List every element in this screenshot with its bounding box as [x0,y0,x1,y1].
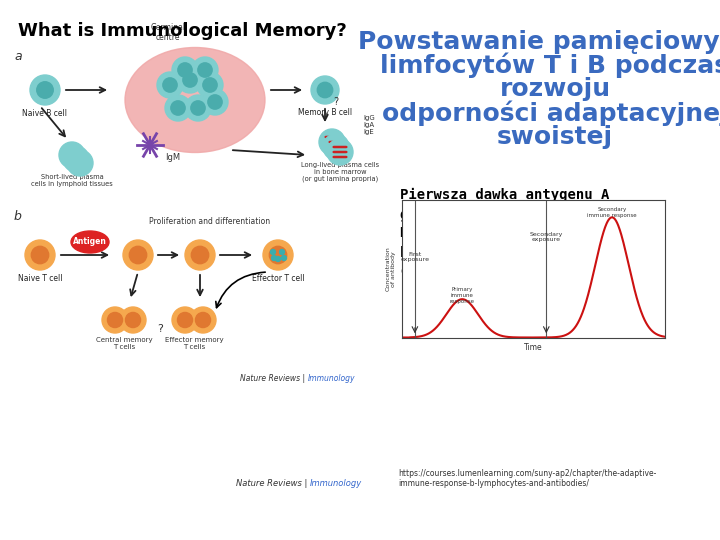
Text: Naive T cell: Naive T cell [18,274,62,283]
Circle shape [63,146,89,172]
Circle shape [165,95,191,121]
Text: Secondary
exposure: Secondary exposure [530,232,563,242]
Circle shape [192,246,209,264]
Circle shape [191,101,205,115]
Text: ?: ? [333,97,338,107]
Text: b: b [14,210,22,223]
Text: Nature Reviews |: Nature Reviews | [240,374,308,383]
Circle shape [157,72,183,98]
Circle shape [203,78,217,92]
Text: Nature Reviews |: Nature Reviews | [236,479,310,488]
Ellipse shape [125,48,265,152]
Circle shape [31,246,49,264]
Circle shape [197,72,223,98]
Circle shape [130,246,147,264]
Circle shape [25,240,55,270]
Text: Effector T cell: Effector T cell [252,274,305,283]
Text: ?: ? [157,324,163,334]
Text: Naive B cell: Naive B cell [22,109,68,118]
Circle shape [271,249,276,254]
Text: rozwoju: rozwoju [500,77,611,101]
Text: Immunology: Immunology [310,479,362,488]
Y-axis label: Concentration
of antibody: Concentration of antibody [385,246,396,291]
Circle shape [120,307,146,333]
Circle shape [269,246,287,264]
Text: Druga wzbudza odpowiedź wtórną ,: Druga wzbudza odpowiedź wtórną , [400,226,668,240]
Text: Long-lived plasma cells
in bone marrow
(or gut lamina propria): Long-lived plasma cells in bone marrow (… [301,162,379,183]
Circle shape [198,63,212,77]
Circle shape [102,307,128,333]
Circle shape [177,67,203,93]
Circle shape [263,240,293,270]
Circle shape [202,89,228,115]
Circle shape [185,240,215,270]
Text: Germinal
centre: Germinal centre [150,23,186,42]
Text: Antigen: Antigen [73,238,107,246]
Text: https://courses.lumenlearning.com/suny-ap2/chapter/the-adaptive-
immune-response: https://courses.lumenlearning.com/suny-a… [398,469,657,488]
Circle shape [37,82,53,98]
Circle shape [123,240,153,270]
Circle shape [323,134,349,160]
Text: Memory B cell: Memory B cell [298,108,352,117]
Circle shape [195,313,210,328]
Text: efektywna.: efektywna. [400,264,484,278]
Text: Primary
immune
response: Primary immune response [450,287,474,304]
Text: Powstawanie pamięciowych: Powstawanie pamięciowych [358,30,720,54]
Circle shape [271,255,276,260]
Circle shape [185,95,211,121]
Text: Immunology: Immunology [308,374,356,383]
Text: IgG
IgA
IgE: IgG IgA IgE [363,115,374,135]
Text: Secondary
immune response: Secondary immune response [588,207,636,218]
Circle shape [125,313,140,328]
Circle shape [183,73,197,87]
Text: First
exposure: First exposure [400,252,429,262]
Circle shape [192,57,218,83]
Text: Proliferation and differentiation: Proliferation and differentiation [150,217,271,226]
Text: Central memory
T cells: Central memory T cells [96,337,153,350]
Circle shape [30,75,60,105]
Ellipse shape [71,231,109,253]
Text: Pierwsza dawka antygenu A: Pierwsza dawka antygenu A [400,188,609,202]
Circle shape [318,82,333,98]
Circle shape [276,256,281,261]
Circle shape [163,78,177,92]
Text: IgM: IgM [165,153,180,163]
Circle shape [107,313,122,328]
Circle shape [208,95,222,109]
Circle shape [190,307,216,333]
Text: limfocytów T i B podczas: limfocytów T i B podczas [380,53,720,78]
Circle shape [282,255,287,260]
X-axis label: Time: Time [524,343,542,352]
Text: która jest szybsza i bardziej: która jest szybsza i bardziej [400,245,643,260]
Circle shape [319,129,345,155]
Text: Effector memory
T cells: Effector memory T cells [165,337,223,350]
Circle shape [177,313,192,328]
Text: a: a [14,50,22,63]
Circle shape [59,142,85,168]
Text: odporności adaptacyjnej: odporności adaptacyjnej [382,100,720,125]
Circle shape [171,101,185,115]
Circle shape [67,150,93,176]
Text: swoistej: swoistej [497,125,613,149]
Circle shape [172,57,198,83]
Circle shape [178,63,192,77]
Text: What is Immunological Memory?: What is Immunological Memory? [18,22,347,40]
Text: Short-lived plasma
cells in lymphoid tissues: Short-lived plasma cells in lymphoid tis… [31,174,113,187]
Circle shape [172,307,198,333]
Text: generuje odpowiedź pierwotną .: generuje odpowiedź pierwotną . [400,207,652,221]
Circle shape [279,249,284,254]
Circle shape [311,76,339,104]
Circle shape [327,139,353,165]
